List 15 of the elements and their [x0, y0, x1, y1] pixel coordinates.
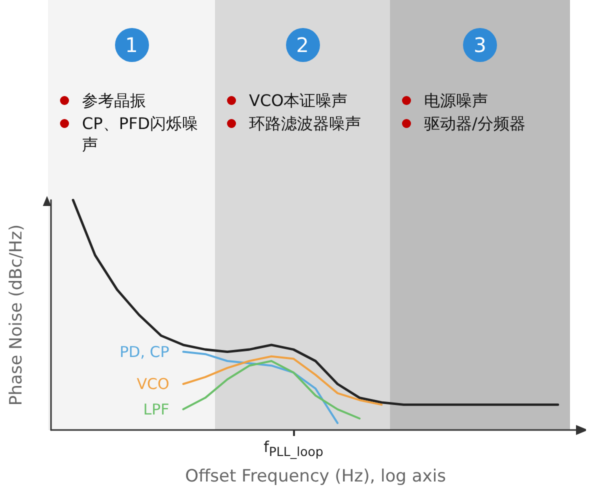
text: f$_{PLL_loop}$	[264, 438, 324, 459]
y-axis-title: Phase Noise (dBc/Hz)	[6, 224, 26, 406]
text: CP、PFD闪烁噪声	[82, 114, 198, 154]
text: 3	[463, 28, 497, 62]
text: 电源噪声	[424, 91, 488, 110]
text: 驱动器/分频器	[424, 114, 526, 133]
series-label: LPF	[143, 400, 170, 418]
x-axis-title: Offset Frequency (Hz), log axis	[185, 466, 446, 486]
series-label: VCO	[136, 375, 170, 393]
text: 参考晶振	[82, 91, 146, 110]
text: VCO本证噪声	[249, 91, 348, 110]
series-label: PD, CP	[120, 342, 170, 361]
text: 2	[286, 28, 320, 62]
text: 环路滤波器噪声	[249, 114, 361, 133]
text: 1	[114, 28, 148, 62]
